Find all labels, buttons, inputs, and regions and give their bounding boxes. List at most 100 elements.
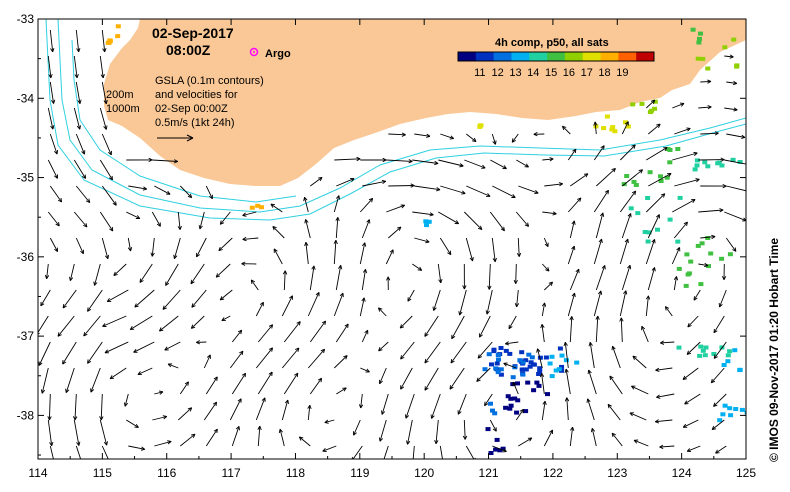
sst-pixel xyxy=(493,366,499,371)
velocity-arrow xyxy=(593,189,609,213)
sst-pixel xyxy=(744,410,746,415)
velocity-arrow xyxy=(219,211,231,225)
velocity-arrow xyxy=(564,397,570,421)
velocity-arrow xyxy=(385,249,394,265)
x-tick-label: 115 xyxy=(93,466,112,480)
velocity-arrow xyxy=(303,196,309,213)
sst-pixel xyxy=(526,352,532,357)
sst-pixel xyxy=(515,381,520,386)
velocity-arrow xyxy=(629,412,647,421)
velocity-arrow xyxy=(713,315,725,334)
velocity-arrow xyxy=(360,157,387,163)
sst-pixel xyxy=(537,366,543,371)
sst-pixel xyxy=(495,367,501,372)
velocity-arrow xyxy=(439,237,452,256)
velocity-arrow xyxy=(388,226,402,239)
velocity-arrow xyxy=(281,295,293,317)
velocity-arrow xyxy=(307,291,320,317)
velocity-arrow xyxy=(69,263,75,281)
velocity-arrow xyxy=(221,315,231,322)
velocity-arrow xyxy=(465,445,476,459)
velocity-arrow xyxy=(655,367,673,372)
velocity-arrow xyxy=(479,315,491,338)
velocity-arrow xyxy=(386,159,413,164)
velocity-arrow xyxy=(430,393,441,419)
velocity-arrow xyxy=(273,248,283,265)
sst-pixel xyxy=(510,375,516,380)
sst-pixel xyxy=(623,120,628,125)
velocity-arrow xyxy=(73,107,81,130)
velocity-arrow xyxy=(298,436,311,447)
sst-pixel xyxy=(695,56,701,61)
sst-pixel xyxy=(495,370,501,375)
velocity-arrow xyxy=(154,185,171,195)
velocity-arrow xyxy=(167,363,179,369)
velocity-arrow xyxy=(304,219,311,239)
velocity-arrow xyxy=(621,213,632,239)
x-tick-label: 122 xyxy=(543,466,563,480)
sst-pixel xyxy=(717,418,723,423)
velocity-arrow xyxy=(619,144,636,161)
velocity-arrow xyxy=(324,419,335,424)
velocity-arrow xyxy=(203,401,218,421)
velocity-arrow xyxy=(515,211,530,227)
velocity-arrow xyxy=(255,301,264,317)
sst-pixel xyxy=(559,353,565,358)
velocity-arrow xyxy=(508,315,517,330)
velocity-arrow xyxy=(215,263,231,278)
velocity-arrow xyxy=(47,55,53,79)
velocity-arrow xyxy=(75,29,81,53)
velocity-arrow xyxy=(250,279,259,291)
sst-pixel xyxy=(536,372,542,376)
velocity-arrow xyxy=(466,185,491,198)
colorbar-segment xyxy=(511,52,530,61)
velocity-arrow xyxy=(360,367,370,373)
velocity-arrow xyxy=(414,185,441,192)
sst-pixel xyxy=(549,354,555,359)
velocity-arrow xyxy=(304,241,309,265)
sst-pixel xyxy=(519,350,525,355)
velocity-arrow xyxy=(128,185,148,191)
velocity-arrow xyxy=(542,211,557,216)
velocity-arrow xyxy=(484,393,493,407)
sst-pixel xyxy=(745,259,746,264)
sst-pixel xyxy=(507,351,513,356)
velocity-arrow xyxy=(177,211,182,230)
colorbar-tick-label: 12 xyxy=(492,67,504,79)
sst-pixel xyxy=(719,256,725,261)
velocity-arrow xyxy=(278,428,285,447)
contour-1000m-line xyxy=(45,19,746,221)
velocity-arrow xyxy=(322,445,337,453)
velocity-arrow xyxy=(489,419,497,432)
sst-pixel xyxy=(702,160,708,165)
sst-pixel xyxy=(667,217,673,222)
velocity-arrow xyxy=(687,315,699,328)
velocity-arrow xyxy=(466,133,477,143)
velocity-arrow xyxy=(595,212,605,239)
velocity-arrow xyxy=(218,237,233,252)
velocity-arrow xyxy=(47,107,55,130)
velocity-arrow xyxy=(541,302,547,317)
colorbar-ticks: 11 12 13 14 15 16 17 18 19 xyxy=(474,67,628,79)
velocity-arrow xyxy=(257,425,262,447)
velocity-arrow xyxy=(698,105,712,110)
sst-pixel xyxy=(727,349,733,354)
velocity-arrow xyxy=(715,445,727,454)
sst-pixel xyxy=(705,236,711,240)
velocity-arrow xyxy=(83,315,101,337)
colorbar-segment xyxy=(600,52,619,61)
velocity-arrow xyxy=(113,263,127,277)
sst-pixel xyxy=(652,99,658,104)
velocity-arrow xyxy=(607,403,621,421)
velocity-arrow xyxy=(718,289,727,308)
velocity-arrow xyxy=(90,367,101,393)
velocity-arrow xyxy=(75,237,84,255)
x-tick-label: 117 xyxy=(222,466,241,480)
sst-pixel xyxy=(698,282,704,287)
velocity-arrow xyxy=(102,315,127,327)
velocity-arrow xyxy=(129,315,153,331)
sst-pixel xyxy=(249,205,255,210)
velocity-arrow xyxy=(725,237,737,252)
sst-pixel xyxy=(700,348,706,353)
velocity-arrow xyxy=(383,445,389,459)
